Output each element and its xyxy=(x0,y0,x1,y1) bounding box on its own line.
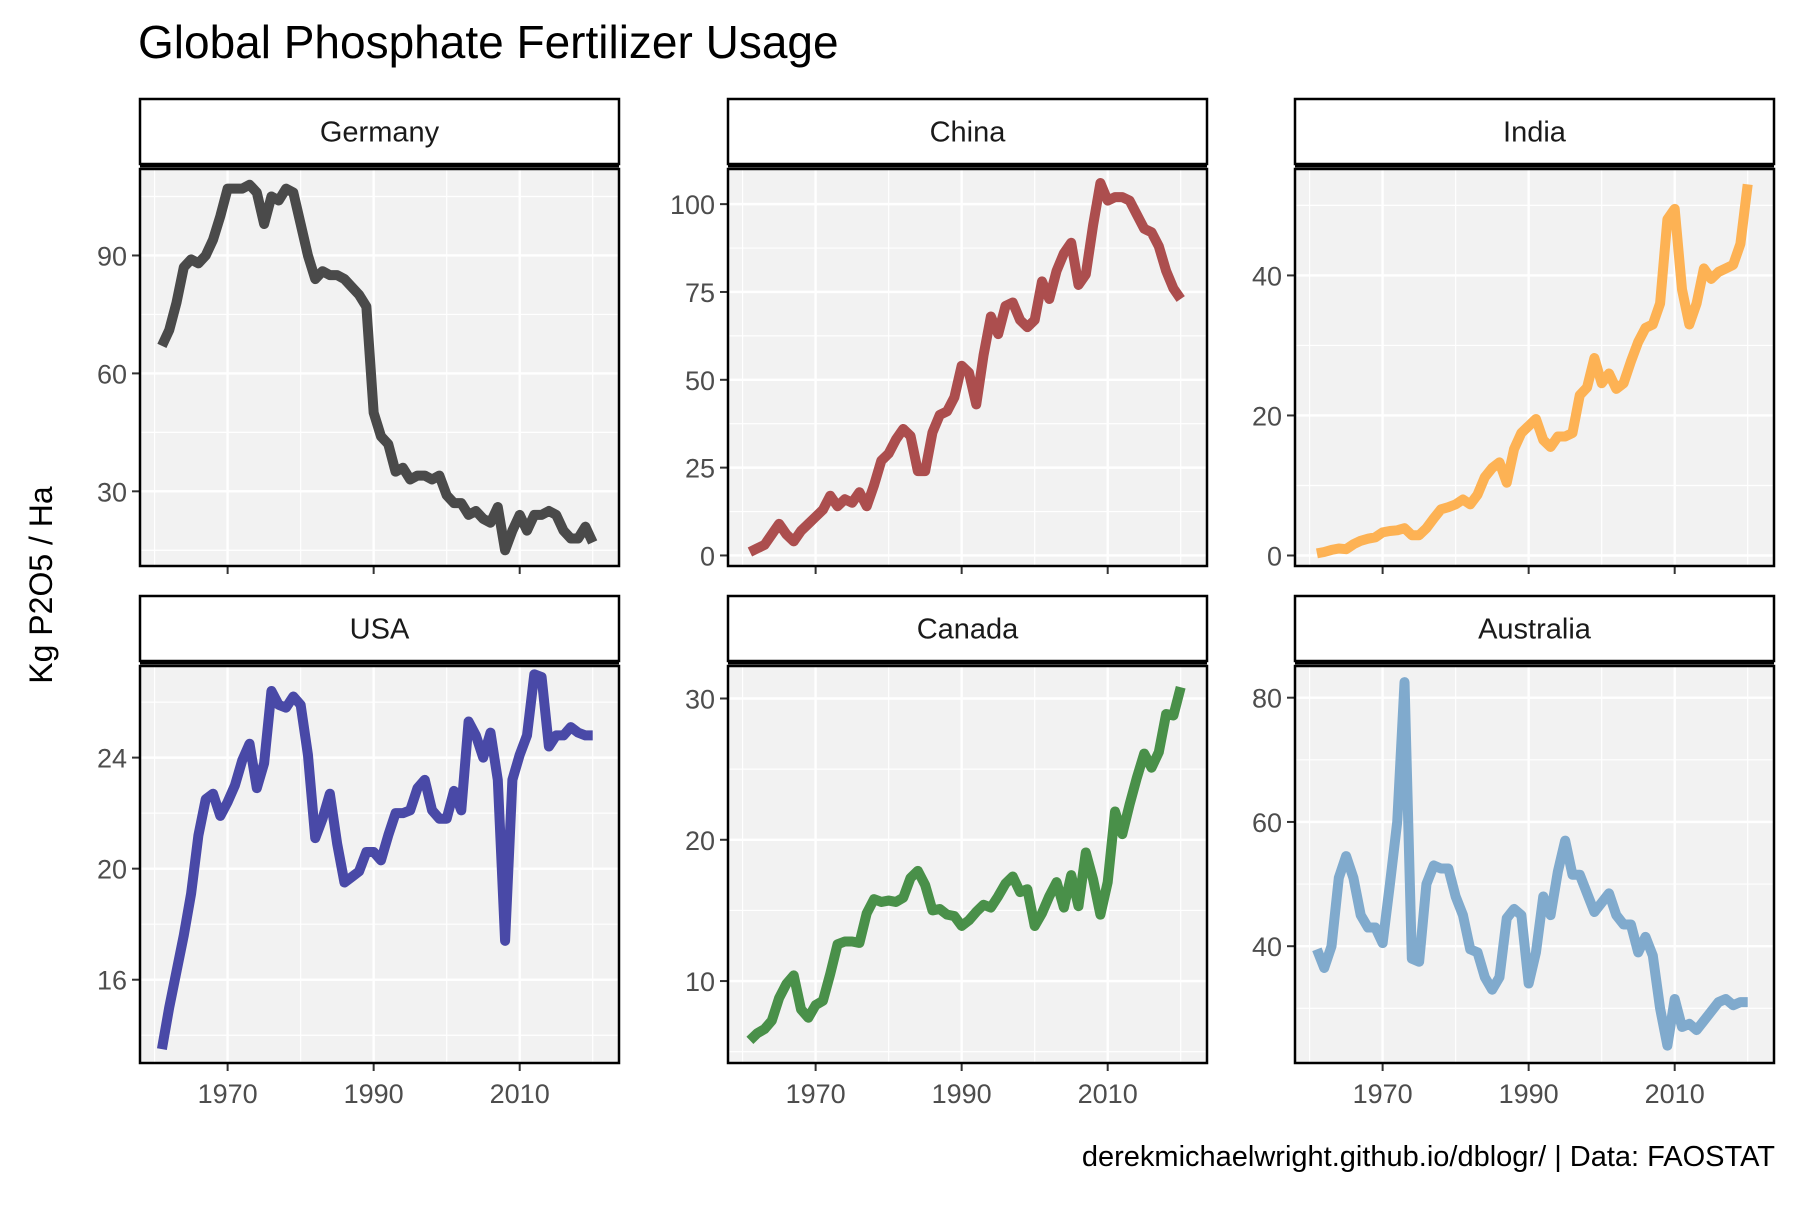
y-tick-label: 0 xyxy=(1267,541,1282,571)
plot-area xyxy=(140,169,619,566)
strip-background xyxy=(726,97,1209,166)
y-tick-label: 60 xyxy=(1252,808,1282,838)
y-tick-label: 25 xyxy=(685,454,715,484)
caption: derekmichaelwright.github.io/dblogr/ | D… xyxy=(1082,1141,1775,1173)
panel-title: USA xyxy=(350,614,410,646)
panel: USA 16 20 24 1970 1990 2010 xyxy=(97,594,621,1109)
data-line xyxy=(156,669,593,1050)
plot-area xyxy=(728,666,1207,1063)
data-line xyxy=(1312,677,1748,1051)
y-tick-label: 20 xyxy=(685,826,715,856)
data-line xyxy=(747,178,1185,557)
x-tick-label: 2010 xyxy=(1645,1079,1705,1109)
y-tick-label: 90 xyxy=(97,241,127,271)
y-axis-label: Kg P2O5 / Ha xyxy=(23,486,59,684)
strip-background xyxy=(1293,97,1776,166)
x-tick-label: 1990 xyxy=(932,1079,992,1109)
panel: India 0 20 40 xyxy=(1252,97,1776,574)
plot-background xyxy=(1295,169,1774,566)
panel-title: Germany xyxy=(320,117,440,149)
y-tick-label: 20 xyxy=(97,855,127,885)
y-tick-label: 16 xyxy=(97,966,127,996)
x-tick-label: 1990 xyxy=(344,1079,404,1109)
plot-area xyxy=(1295,169,1774,566)
y-tick-label: 10 xyxy=(685,967,715,997)
panel-border xyxy=(726,664,1209,1065)
plot-area xyxy=(728,169,1207,566)
y-tick-label: 30 xyxy=(97,477,127,507)
panel-title: Canada xyxy=(917,614,1019,646)
panel-border xyxy=(138,167,621,568)
x-tick-label: 1970 xyxy=(786,1079,846,1109)
data-line xyxy=(1315,183,1753,559)
panel-title: Australia xyxy=(1478,614,1592,646)
y-tick-label: 30 xyxy=(685,684,715,714)
strip-background xyxy=(138,594,621,663)
plot-area xyxy=(1295,666,1774,1063)
y-tick-label: 50 xyxy=(685,366,715,396)
y-tick-label: 20 xyxy=(1252,401,1282,431)
x-tick-label: 1970 xyxy=(198,1079,258,1109)
panel-title: India xyxy=(1503,117,1567,149)
panel-title: China xyxy=(930,117,1007,149)
panel-border xyxy=(138,664,621,1065)
panel-border xyxy=(1293,167,1776,568)
y-tick-label: 0 xyxy=(700,541,715,571)
y-tick-label: 100 xyxy=(670,190,715,220)
y-tick-label: 24 xyxy=(97,744,127,774)
plot-background xyxy=(140,169,619,566)
data-line xyxy=(157,179,598,556)
y-tick-label: 40 xyxy=(1252,932,1282,962)
panel-border xyxy=(726,167,1209,568)
y-tick-label: 40 xyxy=(1252,261,1282,291)
chart-title: Global Phosphate Fertilizer Usage xyxy=(138,16,839,68)
plot-background xyxy=(1295,666,1774,1063)
panel: Australia 40 60 80 1970 1990 2010 xyxy=(1252,594,1776,1109)
x-tick-label: 2010 xyxy=(490,1079,550,1109)
x-tick-label: 1970 xyxy=(1353,1079,1413,1109)
panel: Canada 10 20 30 1970 1990 2010 xyxy=(685,594,1209,1109)
y-tick-label: 80 xyxy=(1252,684,1282,714)
x-tick-label: 2010 xyxy=(1078,1079,1138,1109)
plot-area xyxy=(140,666,619,1063)
y-tick-label: 60 xyxy=(97,359,127,389)
strip-background xyxy=(726,594,1209,663)
strip-background xyxy=(138,97,621,166)
panel: Germany 30 60 90 xyxy=(97,97,621,574)
y-tick-label: 75 xyxy=(685,278,715,308)
plot-background xyxy=(728,666,1207,1063)
x-tick-label: 1990 xyxy=(1499,1079,1559,1109)
data-line xyxy=(746,685,1186,1044)
panel-border xyxy=(1293,664,1776,1065)
panel: China 0 25 50 75 100 xyxy=(670,97,1209,574)
strip-background xyxy=(1293,594,1776,663)
